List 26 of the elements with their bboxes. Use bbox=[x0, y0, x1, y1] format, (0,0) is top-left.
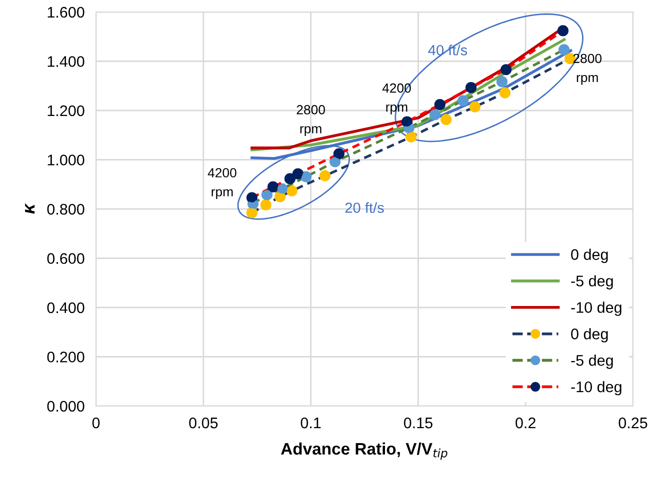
y-axis-title: κ bbox=[25, 203, 35, 214]
x-tick-label: 0.05 bbox=[189, 418, 218, 428]
x-axis-title: Advance Ratio, V/V$_{tip}$ bbox=[280, 442, 448, 460]
legend-label: -5 deg bbox=[571, 275, 613, 290]
y-tick-label: 0.400 bbox=[47, 302, 84, 314]
x-tick-label: 0 bbox=[92, 418, 100, 428]
y-tick-label: 1.000 bbox=[48, 154, 84, 166]
annotation: 2800 rpm bbox=[296, 105, 325, 136]
legend-label: -10 deg bbox=[571, 381, 622, 396]
y-tick-label: 0.600 bbox=[47, 253, 84, 264]
y-tick-label: 1.200 bbox=[48, 105, 84, 116]
y-tick-label: 0.000 bbox=[47, 400, 84, 412]
x-tick-label: 0.25 bbox=[618, 418, 648, 428]
legend-label: 0 deg bbox=[571, 248, 608, 263]
y-tick-label: 0.200 bbox=[47, 352, 84, 362]
annotation: 4200 rpm bbox=[208, 168, 236, 200]
legend-label: 0 deg bbox=[571, 328, 608, 342]
x-tick-label: 0.1 bbox=[300, 418, 321, 428]
y-tick-label: 1.400 bbox=[48, 56, 84, 67]
x-tick-label: 0.15 bbox=[404, 418, 432, 428]
legend-label: -5 deg bbox=[571, 354, 613, 369]
annotation: 20 ft/s bbox=[345, 202, 384, 213]
y-tick-label: 0.800 bbox=[47, 204, 84, 215]
y-tick-label: 1.600 bbox=[48, 6, 84, 18]
legend-label: -10 deg bbox=[571, 302, 622, 316]
x-tick-label: 0.2 bbox=[516, 418, 536, 428]
